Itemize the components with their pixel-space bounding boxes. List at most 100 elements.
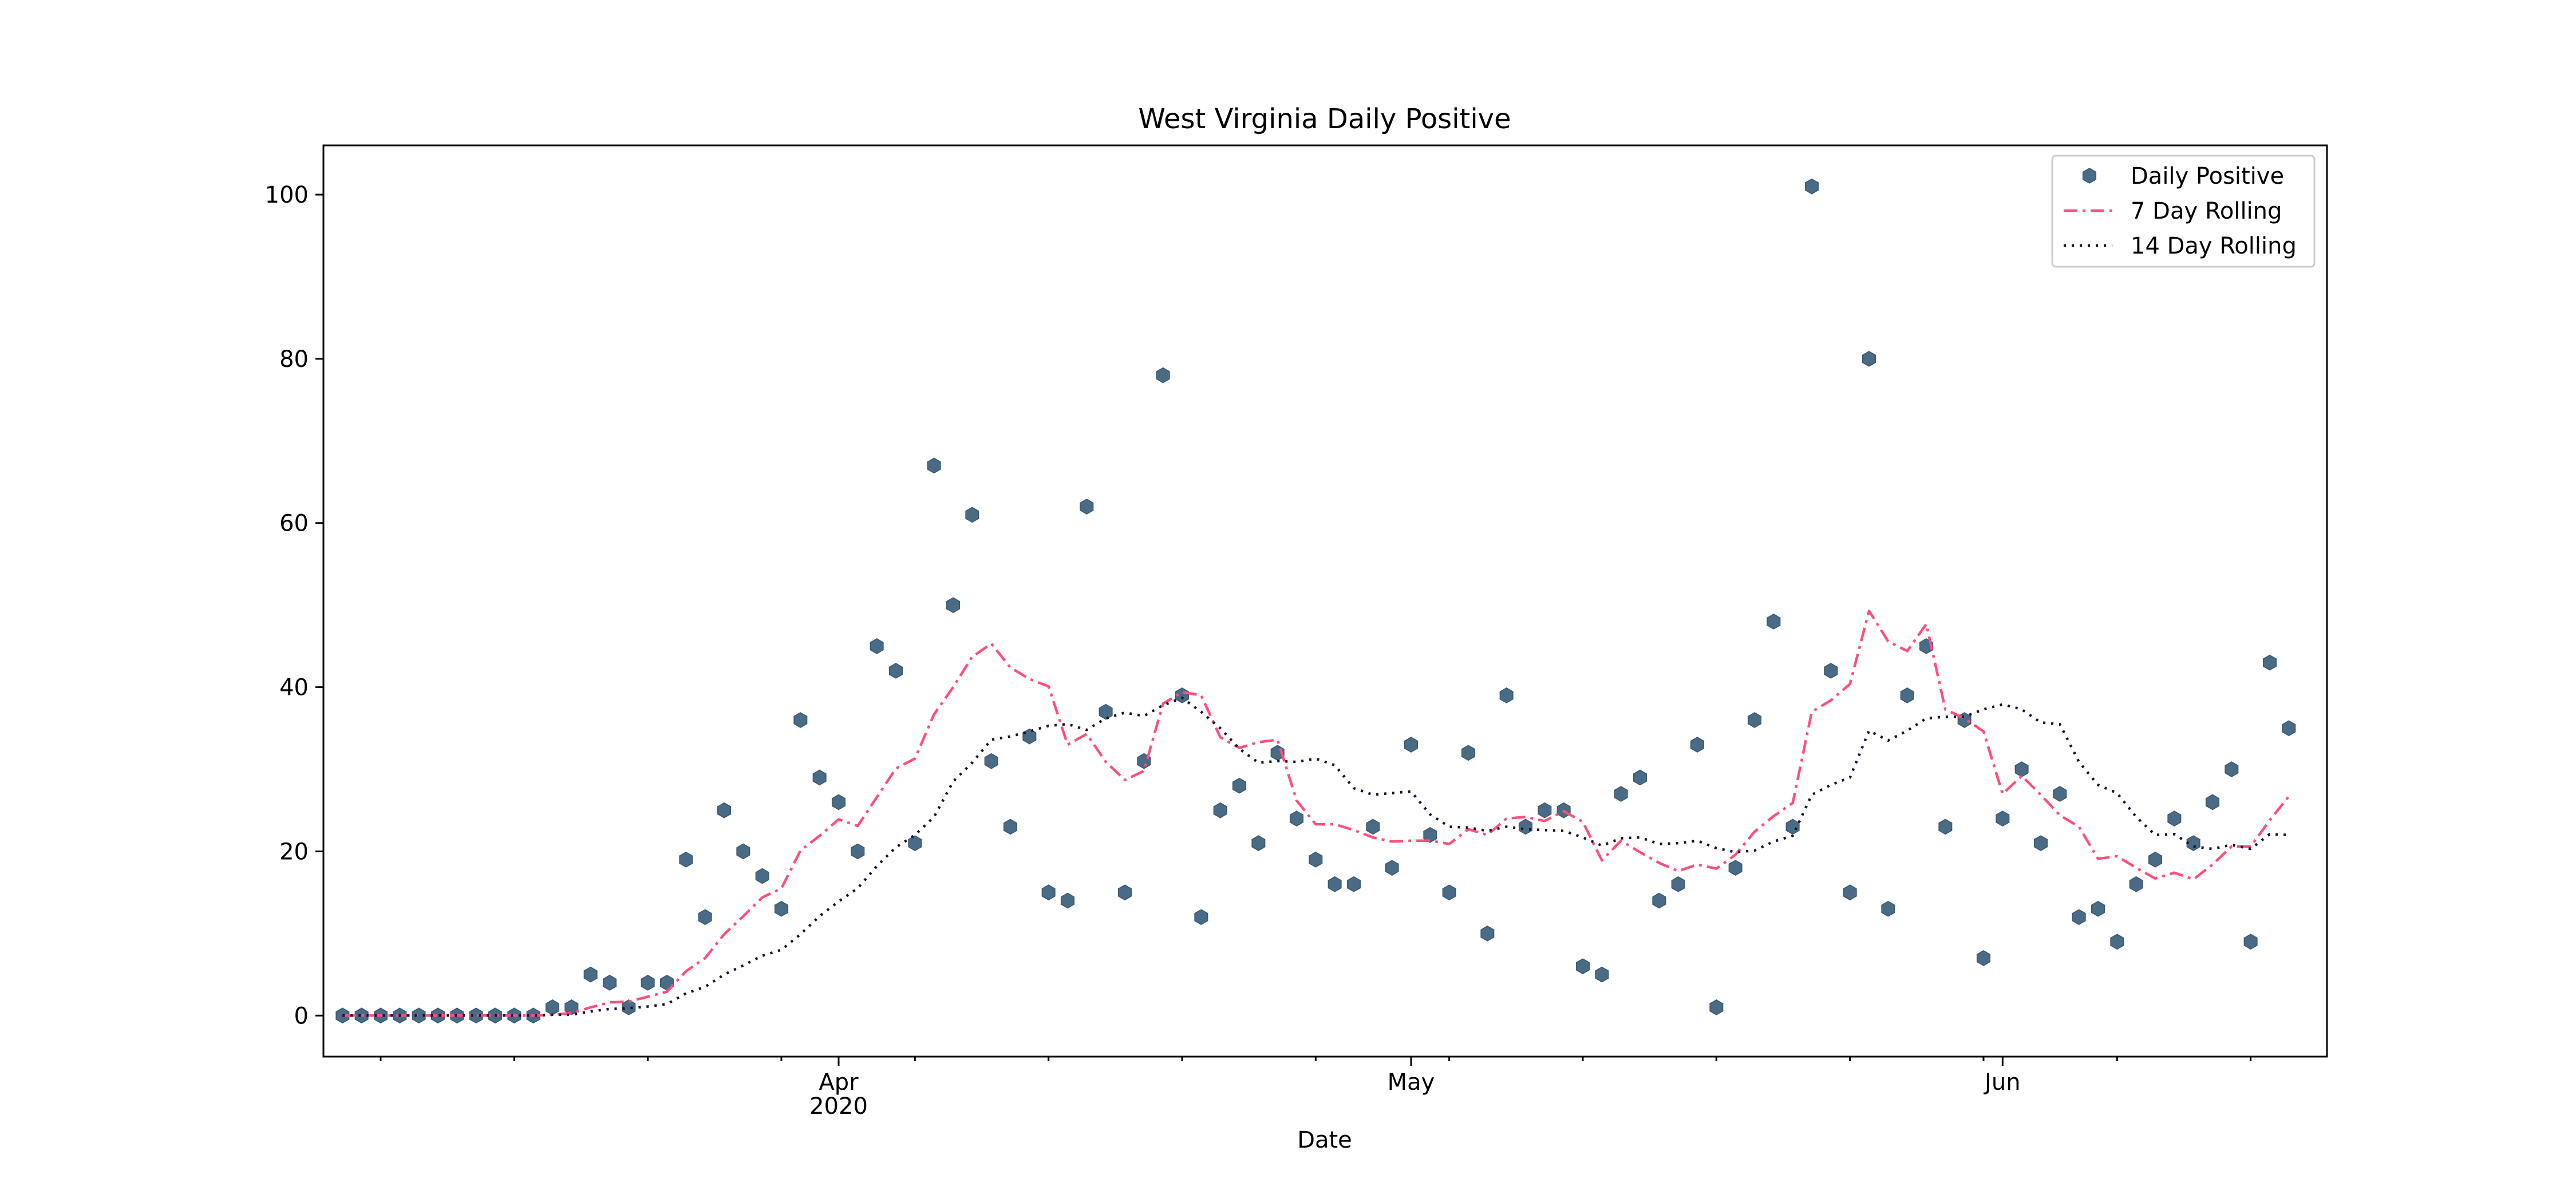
data-point — [1728, 860, 1743, 876]
data-point — [1461, 745, 1476, 761]
data-point — [2262, 654, 2277, 671]
x-tick-label: Jun — [1983, 1069, 2021, 1096]
data-point — [1251, 835, 1266, 851]
data-point — [1156, 367, 1170, 383]
data-point — [1633, 769, 1647, 786]
data-point — [1346, 876, 1361, 892]
data-point — [1041, 884, 1056, 901]
data-point — [469, 1007, 483, 1024]
data-point — [2148, 851, 2163, 868]
data-point — [946, 597, 961, 614]
data-point — [1804, 178, 1819, 195]
data-point — [1652, 892, 1666, 909]
data-point — [1767, 614, 1781, 630]
data-point — [1518, 819, 1533, 835]
data-point — [1099, 703, 1113, 720]
x-tick-sublabel: 2020 — [809, 1093, 868, 1120]
data-point — [430, 1007, 445, 1024]
data-point — [1575, 958, 1590, 975]
data-point — [2186, 835, 2200, 851]
data-point — [1843, 884, 1857, 901]
data-point — [774, 900, 789, 917]
legend-box — [2051, 155, 2316, 268]
legend-items: Daily Positive 7 Day Rolling 14 Day Rollin… — [2064, 163, 2297, 259]
data-point — [1232, 777, 1247, 794]
data-point — [698, 909, 712, 926]
legend-marker — [2082, 168, 2097, 184]
y-tick-label: 80 — [279, 346, 309, 373]
data-point — [1480, 926, 1495, 942]
legend-label: Daily Positive — [2131, 163, 2284, 189]
data-point — [888, 663, 903, 679]
data-point — [545, 999, 560, 1015]
data-point — [1785, 819, 1800, 835]
data-point — [2167, 810, 2182, 827]
data-point — [1003, 819, 1018, 835]
data-point — [1327, 876, 1342, 892]
data-point — [1309, 851, 1323, 868]
data-point — [927, 457, 941, 474]
data-point — [1442, 884, 1456, 901]
data-point — [2225, 761, 2239, 777]
data-point — [2129, 876, 2143, 892]
data-point — [622, 999, 636, 1015]
data-point — [1824, 663, 1838, 679]
data-point — [1117, 884, 1132, 901]
legend-label: 7 Day Rolling — [2131, 198, 2282, 224]
data-point — [1499, 687, 1514, 703]
data-point — [2072, 909, 2086, 926]
data-point — [1976, 950, 1991, 966]
y-tick-label: 60 — [279, 511, 309, 537]
data-point — [793, 712, 808, 728]
data-point — [755, 868, 769, 884]
data-point — [851, 843, 865, 860]
plot-marks — [335, 178, 2296, 1024]
data-point — [1900, 687, 1914, 703]
legend-label: 14 Day Rolling — [2131, 233, 2297, 259]
data-point — [1747, 712, 1762, 728]
data-point — [1881, 900, 1895, 917]
data-point — [2014, 761, 2029, 777]
chart-title: West Virginia Daily Positive — [1138, 103, 1511, 135]
data-point — [2282, 720, 2296, 737]
data-point — [564, 999, 579, 1015]
data-point — [2205, 794, 2220, 810]
data-point — [831, 794, 846, 810]
data-point — [1996, 810, 2010, 827]
data-point — [1213, 802, 1227, 819]
data-point — [1022, 728, 1037, 745]
data-point — [908, 835, 922, 851]
data-point — [965, 507, 979, 523]
data-point — [2033, 835, 2048, 851]
data-point — [1862, 351, 1876, 367]
y-tick-label: 100 — [265, 182, 309, 208]
data-point — [870, 638, 884, 654]
legend: Daily Positive 7 Day Rolling 14 Day Rollin… — [2051, 155, 2316, 268]
series-line-7-day-rolling — [342, 609, 2290, 1017]
data-point — [984, 753, 998, 769]
data-point — [1709, 999, 1724, 1015]
data-point — [736, 843, 750, 860]
x-tick-label: May — [1388, 1069, 1435, 1096]
plot-frame — [322, 144, 2328, 1058]
data-point — [412, 1007, 426, 1024]
series-daily-positive — [335, 178, 2296, 1024]
y-tick-label: 20 — [279, 839, 309, 865]
data-point — [1671, 876, 1685, 892]
data-point — [717, 802, 732, 819]
data-point — [1404, 737, 1419, 753]
data-point — [1595, 966, 1609, 983]
data-point — [583, 966, 598, 983]
data-point — [2110, 934, 2124, 950]
data-point — [679, 851, 693, 868]
data-point — [1614, 786, 1628, 802]
data-point — [2243, 934, 2258, 950]
data-point — [1690, 737, 1705, 753]
data-point — [812, 769, 827, 786]
data-point — [2053, 786, 2067, 802]
data-point — [1194, 909, 1208, 926]
x-axis-label: Date — [1297, 1127, 1352, 1153]
data-point — [1938, 819, 1953, 835]
